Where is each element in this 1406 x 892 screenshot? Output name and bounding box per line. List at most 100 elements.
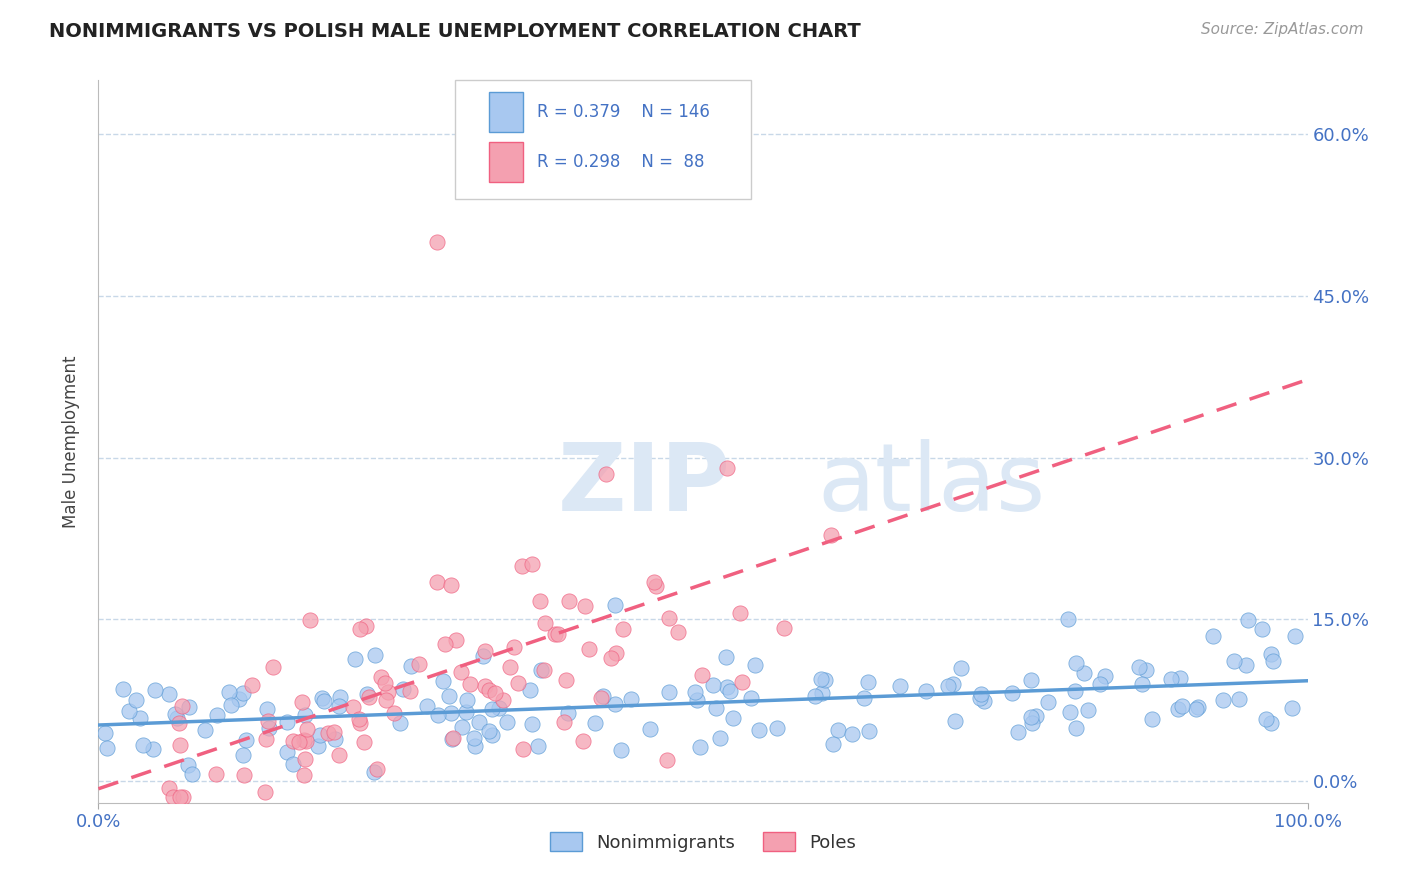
Point — [218, 685, 240, 699]
Point — [969, 690, 991, 705]
Text: atlas: atlas — [818, 439, 1046, 531]
Point — [232, 686, 254, 700]
Point — [821, 738, 844, 752]
Point — [530, 663, 553, 677]
Point — [772, 621, 794, 635]
Point — [591, 690, 613, 705]
Point — [450, 665, 472, 680]
Point — [162, 790, 184, 805]
Point — [221, 698, 243, 713]
Point — [1251, 622, 1274, 636]
Point — [349, 622, 371, 636]
Point — [292, 733, 315, 747]
Point — [721, 711, 744, 725]
Point — [257, 722, 280, 736]
Point — [666, 624, 689, 639]
Point — [1223, 654, 1246, 668]
Point — [811, 686, 834, 700]
Point — [1063, 684, 1085, 698]
Point — [157, 687, 180, 701]
Point — [731, 674, 754, 689]
Point — [169, 738, 191, 752]
Point — [803, 689, 825, 703]
Point — [437, 690, 460, 704]
Point — [600, 651, 623, 665]
Point — [949, 661, 972, 675]
Point — [655, 753, 678, 767]
Point — [748, 723, 770, 737]
Point — [481, 702, 503, 716]
Point — [1025, 709, 1047, 723]
Point — [440, 578, 463, 592]
Point — [129, 711, 152, 725]
Point — [1284, 629, 1306, 643]
Point — [969, 687, 991, 701]
Point — [506, 675, 529, 690]
Point — [204, 766, 226, 780]
Point — [555, 673, 578, 687]
Point — [172, 698, 194, 713]
Point — [463, 731, 485, 745]
Point — [96, 741, 118, 756]
Point — [349, 715, 371, 730]
Text: ZIP: ZIP — [558, 439, 731, 531]
Point — [605, 647, 627, 661]
Point — [1007, 724, 1029, 739]
Point — [166, 710, 188, 724]
Point — [1073, 665, 1095, 680]
Text: NONIMMIGRANTS VS POLISH MALE UNEMPLOYMENT CORRELATION CHART: NONIMMIGRANTS VS POLISH MALE UNEMPLOYMEN… — [49, 22, 860, 41]
Point — [658, 685, 681, 699]
Point — [720, 684, 742, 698]
Point — [685, 685, 707, 699]
Point — [510, 558, 533, 573]
Point — [316, 725, 339, 739]
Point — [605, 598, 627, 612]
Point — [1057, 612, 1080, 626]
Point — [889, 679, 911, 693]
Point — [388, 715, 411, 730]
Point — [1263, 654, 1285, 668]
Point — [858, 723, 880, 738]
Point — [702, 678, 724, 692]
Point — [439, 706, 461, 720]
Point — [1260, 716, 1282, 731]
Point — [311, 691, 333, 706]
Point — [478, 723, 501, 738]
Point — [1021, 715, 1043, 730]
Point — [256, 701, 278, 715]
Point — [942, 677, 965, 691]
Point — [534, 616, 557, 631]
Point — [1187, 700, 1209, 714]
Point — [645, 579, 668, 593]
Point — [1090, 677, 1112, 691]
Point — [716, 149, 738, 163]
Point — [638, 722, 661, 736]
Point — [856, 675, 879, 690]
Point — [488, 701, 510, 715]
Point — [1227, 692, 1250, 706]
Point — [484, 686, 506, 700]
Point — [1281, 701, 1303, 715]
Point — [1128, 660, 1150, 674]
Point — [456, 693, 478, 707]
Point — [194, 723, 217, 738]
Point — [1001, 685, 1024, 699]
Point — [441, 731, 464, 745]
Point — [578, 641, 600, 656]
Point — [467, 715, 489, 730]
Point — [291, 695, 314, 709]
Point — [329, 690, 352, 704]
Point — [298, 613, 321, 627]
Point — [375, 693, 398, 707]
Point — [1019, 710, 1042, 724]
Point — [177, 700, 200, 714]
Point — [704, 701, 727, 715]
Point — [328, 747, 350, 762]
Point — [474, 643, 496, 657]
Point — [520, 557, 543, 571]
Point — [686, 692, 709, 706]
Point — [520, 717, 543, 731]
Point — [456, 705, 478, 719]
Point — [143, 683, 166, 698]
Point — [841, 727, 863, 741]
